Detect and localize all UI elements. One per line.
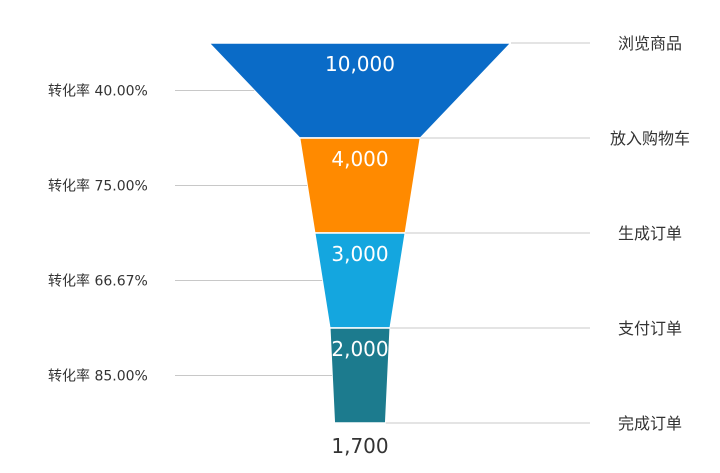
stage-value-label: 3,000: [331, 242, 388, 266]
stage-name-label: 完成订单: [618, 414, 682, 433]
stage-name-label: 放入购物车: [610, 129, 690, 148]
stage-value-label: 10,000: [325, 52, 395, 76]
conversion-rate-label: 转化率 40.00%: [48, 83, 148, 100]
stage-name-label: 生成订单: [618, 224, 682, 243]
conversion-rate-label: 转化率 85.00%: [48, 368, 148, 385]
stage-value-label: 2,000: [331, 337, 388, 361]
stage-value-label: 4,000: [331, 147, 388, 171]
stage-name-label: 支付订单: [618, 319, 682, 338]
conversion-rate-label: 转化率 75.00%: [48, 178, 148, 195]
stage-name-label: 浏览商品: [618, 34, 682, 53]
stage-value-label: 1,700: [331, 434, 388, 458]
conversion-rate-label: 转化率 66.67%: [48, 273, 148, 290]
